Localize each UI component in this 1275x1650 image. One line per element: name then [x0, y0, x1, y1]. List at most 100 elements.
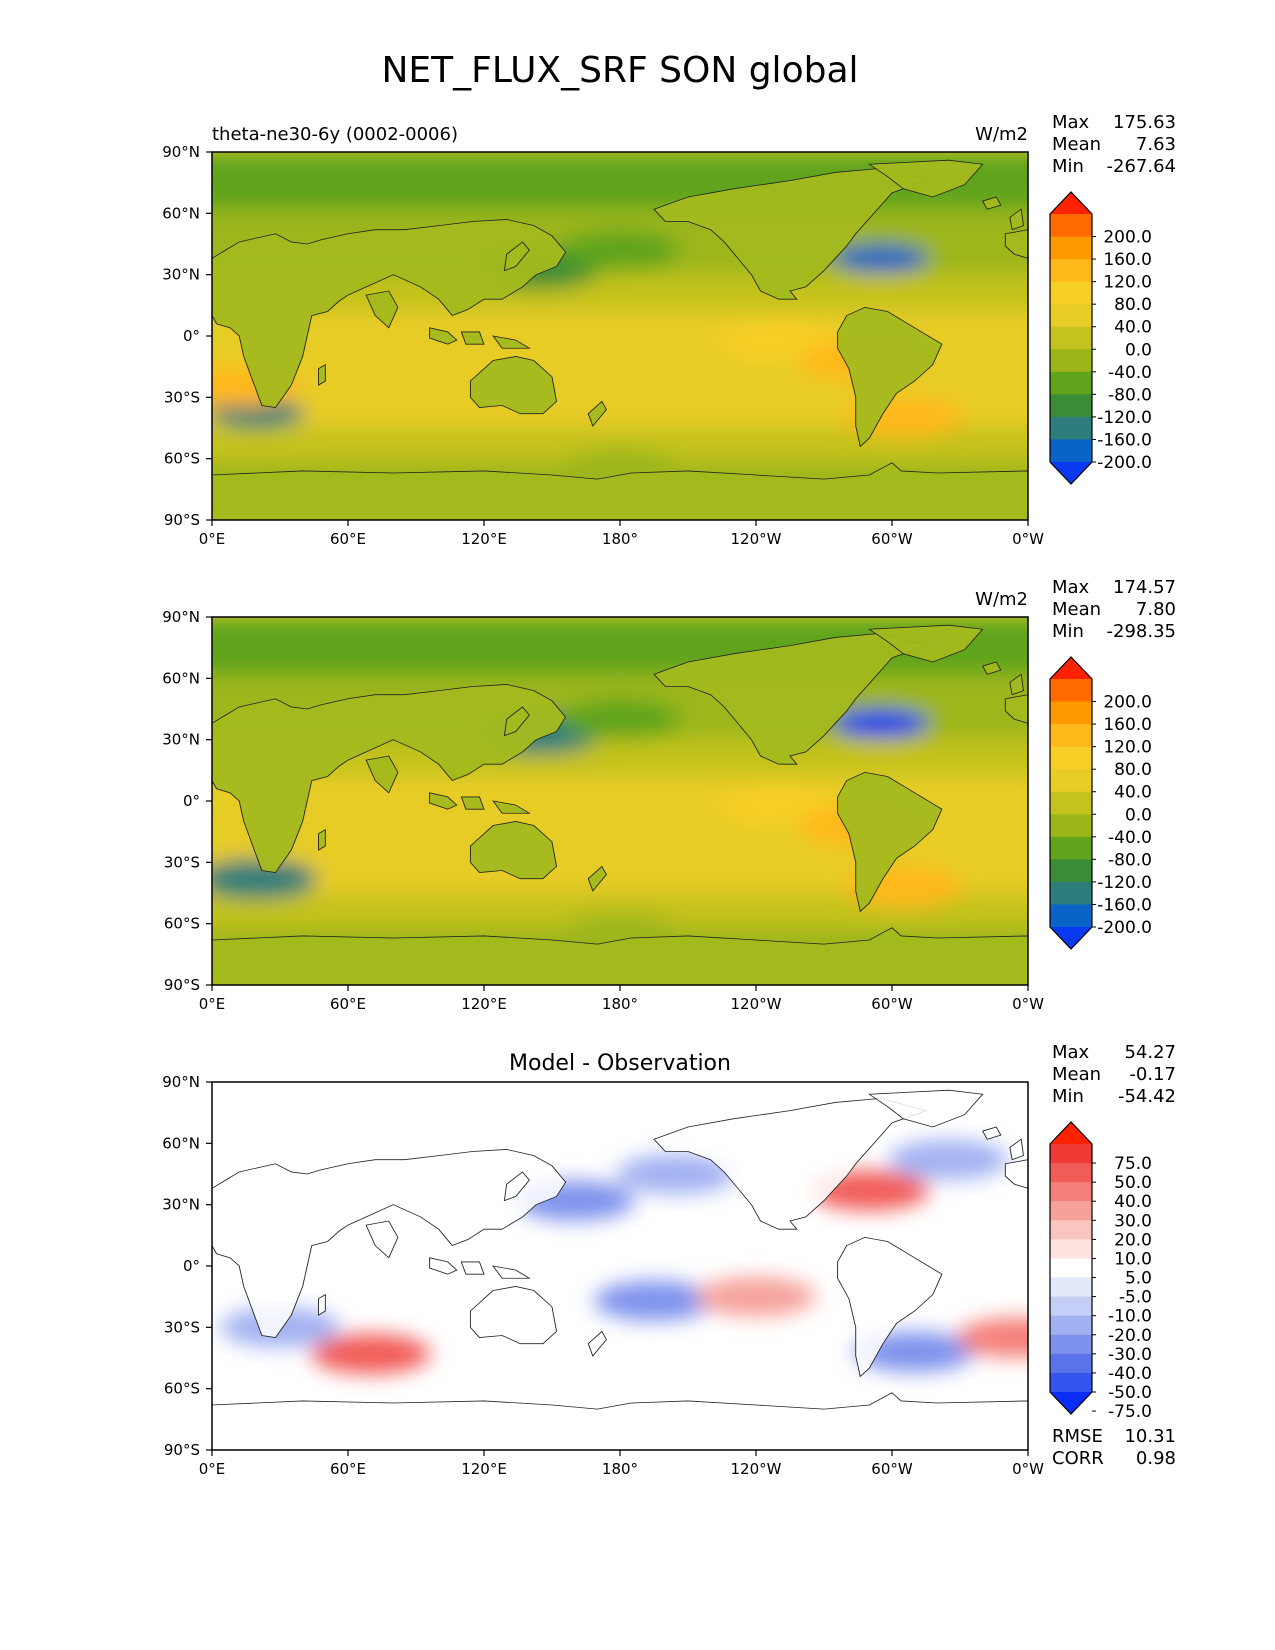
field-feature: [560, 230, 680, 271]
panel-difference: 0°E 60°E 120°E 180° 120°W 60°W 0°W 90°N 60°N 30°N…: [162, 1042, 1176, 1478]
stat-label: Min: [1052, 156, 1084, 177]
stat-label: Mean: [1052, 599, 1101, 620]
colorbar-label: 120.0: [1103, 738, 1152, 758]
colorbar-label: 40.0: [1114, 1192, 1152, 1212]
stat-label: RMSE: [1052, 1426, 1103, 1447]
colorbar-label: -30.0: [1108, 1345, 1152, 1365]
colorbar-label: 30.0: [1114, 1211, 1152, 1231]
stat-value: 7.80: [1136, 599, 1176, 620]
colorbar-segment: [1050, 881, 1092, 905]
stat-value: -298.35: [1107, 621, 1176, 642]
y-tick-label: 60°N: [162, 1134, 200, 1152]
y-tick-label: 60°S: [164, 915, 200, 933]
stat-label: Min: [1052, 621, 1084, 642]
stat-label: Mean: [1052, 134, 1101, 155]
colorbar-segment: [1050, 746, 1092, 770]
colorbar-label: -10.0: [1108, 1307, 1152, 1327]
colorbar-segment: [1050, 836, 1092, 860]
x-tick-label: 60°E: [330, 1460, 366, 1478]
stat-value: 10.31: [1124, 1426, 1176, 1447]
x-tick-label: 120°E: [461, 995, 507, 1013]
y-tick-label: 60°N: [162, 669, 200, 687]
x-tick-label: 120°W: [731, 1460, 782, 1478]
panel-title: Model - Observation: [509, 1051, 731, 1076]
field-feature: [310, 1333, 431, 1374]
colorbar-label: -75.0: [1108, 1402, 1152, 1422]
x-tick-label: 120°W: [731, 530, 782, 548]
colorbar-label: 40.0: [1114, 783, 1152, 803]
colorbar-extend-max: [1050, 657, 1092, 679]
colorbar-label: 160.0: [1103, 715, 1152, 735]
y-tick-label: 90°S: [164, 976, 200, 994]
panel-model: 0°E 60°E 120°E 180° 120°W 60°W 0°W 90°N 60°N 30°N…: [162, 112, 1176, 548]
colorbar-segment: [1050, 439, 1092, 463]
x-tick-label: 0°E: [199, 995, 226, 1013]
stat-label: Max: [1052, 1042, 1090, 1063]
colorbar-label: 200.0: [1103, 693, 1152, 713]
colorbar-segment: [1050, 304, 1092, 328]
colorbar-label: -20.0: [1108, 1326, 1152, 1346]
stat-value: 0.98: [1136, 1448, 1176, 1469]
x-tick-label: 0°W: [1012, 995, 1044, 1013]
field-feature: [956, 1317, 1028, 1358]
x-tick-label: 0°W: [1012, 1460, 1044, 1478]
x-tick-label: 60°E: [330, 530, 366, 548]
colorbar-label: 80.0: [1114, 295, 1152, 315]
field-feature: [560, 699, 680, 740]
x-tick-label: 180°: [602, 995, 638, 1013]
colorbar-label: -200.0: [1097, 918, 1152, 938]
y-tick-label: 60°S: [164, 450, 200, 468]
colorbar-segment: [1050, 1163, 1092, 1183]
colorbar-segment: [1050, 791, 1092, 815]
field-feature: [212, 858, 318, 899]
colorbar-label: -120.0: [1097, 873, 1152, 893]
colorbar-segment: [1050, 214, 1092, 238]
colorbar-segment: [1050, 1353, 1092, 1374]
y-tick-label: 30°N: [162, 731, 200, 749]
x-tick-label: 180°: [602, 1460, 638, 1478]
x-tick-label: 60°W: [871, 1460, 913, 1478]
colorbar-label: -80.0: [1108, 850, 1152, 870]
y-tick-label: 60°S: [164, 1380, 200, 1398]
x-tick-label: 0°E: [199, 1460, 226, 1478]
field-feature: [616, 1154, 737, 1194]
colorbar-label: -40.0: [1108, 363, 1152, 383]
panel-units: W/m2: [975, 589, 1028, 610]
map-field: [212, 1082, 1028, 1450]
stat-label: Mean: [1052, 1064, 1101, 1085]
y-tick-label: 30°S: [164, 1318, 200, 1336]
y-tick-label: 0°: [183, 792, 200, 810]
colorbar-label: 20.0: [1114, 1230, 1152, 1250]
colorbar-segment: [1050, 1334, 1092, 1355]
y-tick-label: 60°N: [162, 204, 200, 222]
stat-value: 7.63: [1136, 134, 1176, 155]
colorbar-label: -80.0: [1108, 385, 1152, 405]
colorbar-label: 200.0: [1103, 228, 1152, 248]
stat-value: -267.64: [1107, 156, 1176, 177]
colorbar-label: 75.0: [1114, 1154, 1152, 1174]
colorbar-segment: [1050, 701, 1092, 725]
colorbar-segment: [1050, 859, 1092, 883]
colorbar-label: -200.0: [1097, 453, 1152, 473]
colorbar-segment: [1050, 1182, 1092, 1202]
field-feature: [832, 244, 929, 273]
colorbar-label: 40.0: [1114, 318, 1152, 338]
stat-label: Max: [1052, 112, 1090, 133]
stat-value: -54.42: [1118, 1086, 1176, 1107]
colorbar-label: 120.0: [1103, 273, 1152, 293]
colorbar-label: 80.0: [1114, 760, 1152, 780]
panel-units: W/m2: [975, 124, 1028, 145]
colorbar-label: 0.0: [1125, 340, 1152, 360]
field-feature: [696, 1276, 816, 1317]
colorbar-label: -120.0: [1097, 408, 1152, 428]
x-tick-label: 60°W: [871, 995, 913, 1013]
colorbar-segment: [1050, 1220, 1092, 1240]
colorbar-segment: [1050, 1239, 1092, 1259]
y-tick-label: 90°S: [164, 511, 200, 529]
colorbar-label: -5.0: [1119, 1288, 1152, 1308]
y-tick-label: 30°S: [164, 853, 200, 871]
colorbar-segment: [1050, 394, 1092, 418]
